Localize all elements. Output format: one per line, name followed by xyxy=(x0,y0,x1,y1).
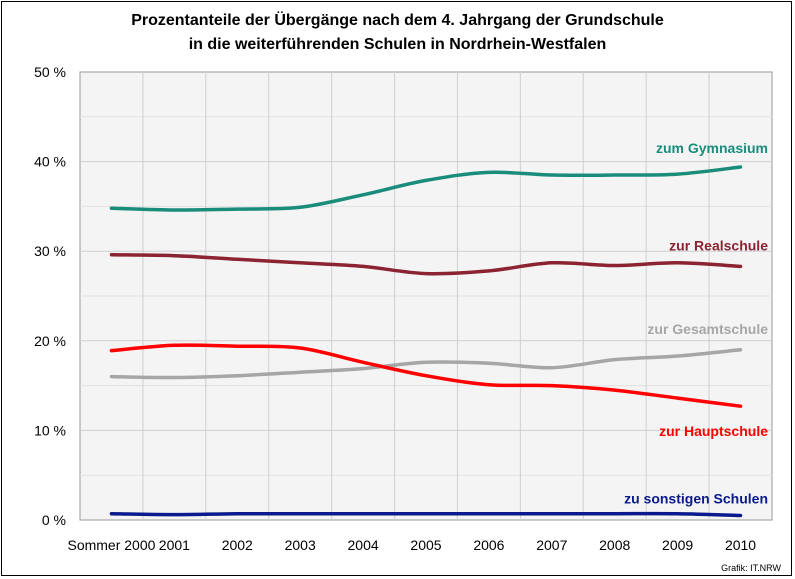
x-tick-label: 2007 xyxy=(536,537,567,553)
x-tick-label: 2006 xyxy=(473,537,504,553)
chart-title-block: Prozentanteile der Übergänge nach dem 4.… xyxy=(0,9,795,57)
x-tick-label: 2005 xyxy=(410,537,441,553)
series-line-4 xyxy=(109,343,743,408)
y-tick-label: 40 % xyxy=(34,154,66,170)
y-tick-label: 0 % xyxy=(42,512,66,528)
y-tick-label: 50 % xyxy=(34,64,66,80)
series-line-5 xyxy=(109,511,743,518)
x-tick-label: 2003 xyxy=(285,537,316,553)
source-credit: Grafik: IT.NRW xyxy=(721,563,781,573)
y-tick-label: 20 % xyxy=(34,333,66,349)
series-label-4: zur Hauptschule xyxy=(659,423,768,439)
series-label-1: zum Gymnasium xyxy=(656,140,768,156)
series-label-3: zur Gesamtschule xyxy=(647,321,768,337)
series-label-5: zu sonstigen Schulen xyxy=(624,491,768,507)
x-tick-label: 2002 xyxy=(222,537,253,553)
y-tick-label: 10 % xyxy=(34,422,66,438)
series-line-1 xyxy=(109,165,743,212)
y-tick-label: 30 % xyxy=(34,243,66,259)
x-tick-label: 2010 xyxy=(725,537,756,553)
x-tick-label: 2004 xyxy=(348,537,379,553)
x-tick-label: Sommer 2000 xyxy=(67,537,155,553)
series-line-3 xyxy=(109,348,743,380)
chart-subtitle: in die weiterführenden Schulen in Nordrh… xyxy=(188,36,607,53)
chart-title: Prozentanteile der Übergänge nach dem 4.… xyxy=(131,12,664,29)
series-line-2 xyxy=(109,253,743,276)
x-tick-label: 2001 xyxy=(159,537,190,553)
x-tick-label: 2009 xyxy=(662,537,693,553)
x-tick-label: 2008 xyxy=(599,537,630,553)
series-label-2: zur Realschule xyxy=(669,237,768,253)
